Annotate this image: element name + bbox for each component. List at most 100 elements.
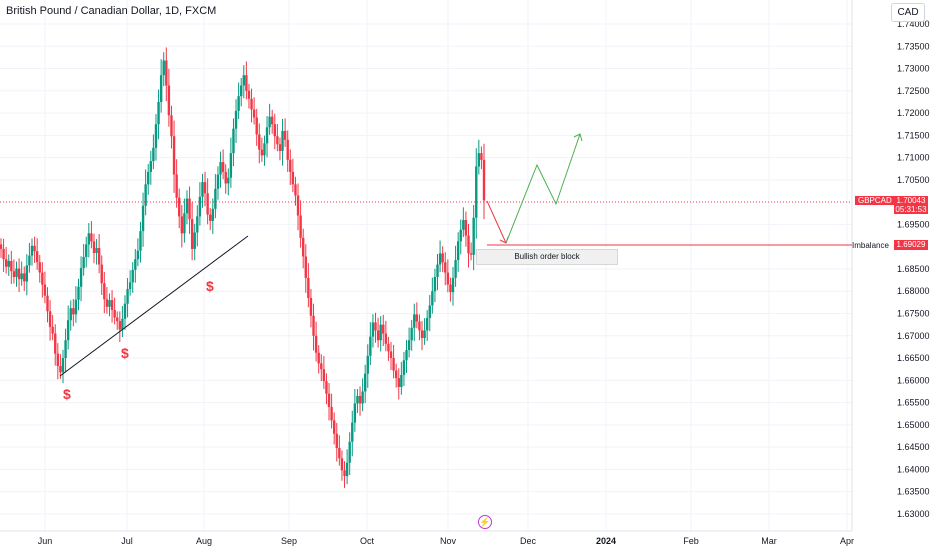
candle-body: [92, 241, 96, 253]
candle-body: [190, 219, 194, 249]
x-tick-label: Jul: [121, 536, 133, 546]
candle-body: [384, 333, 388, 344]
candle-body: [477, 153, 481, 167]
y-tick-label: 1.72000: [897, 108, 930, 118]
candle-body: [23, 273, 26, 282]
candle-body: [382, 324, 385, 334]
candle-body: [17, 268, 21, 280]
candle-body: [128, 282, 132, 290]
candle-body: [147, 171, 150, 185]
candle-body: [265, 127, 269, 144]
candle-body: [61, 358, 65, 373]
candle-body: [56, 353, 60, 367]
candle-body: [162, 60, 165, 76]
liquidity-marker: $: [206, 278, 214, 294]
candle-body: [77, 286, 80, 300]
candle-body: [116, 317, 119, 322]
candle-body: [219, 162, 222, 175]
candle-body: [108, 300, 111, 307]
candle-body: [180, 216, 184, 234]
candle-body: [30, 245, 34, 256]
trendline[interactable]: [59, 235, 249, 377]
candle-body: [317, 352, 320, 364]
candle-body: [123, 303, 127, 319]
candle-body: [307, 277, 310, 298]
lightning-icon[interactable]: ⚡: [478, 515, 492, 529]
candle-body: [312, 315, 315, 336]
x-tick-label: Mar: [761, 536, 777, 546]
projection-down-path[interactable]: [486, 200, 507, 244]
candle-body: [175, 174, 178, 198]
candle-body: [335, 433, 338, 449]
candle-body: [247, 90, 251, 99]
candle-body: [196, 216, 199, 233]
candle-body: [420, 330, 424, 339]
candle-body: [198, 196, 202, 217]
candle-body: [330, 407, 333, 421]
candle-body: [459, 229, 462, 242]
candle-body: [268, 116, 271, 128]
candle-body: [206, 193, 209, 215]
candle-body: [392, 358, 395, 371]
x-tick-label: Apr: [840, 536, 854, 546]
candle-body: [400, 374, 403, 388]
candle-body: [20, 273, 23, 280]
candle-body: [423, 330, 426, 339]
candle-body: [149, 161, 153, 172]
candle-body: [229, 153, 233, 178]
candle-body: [43, 284, 47, 296]
candle-body: [12, 271, 16, 277]
candle-body: [0, 244, 3, 249]
candle-body: [376, 330, 380, 341]
candle-body: [296, 195, 300, 216]
currency-selector[interactable]: CAD: [891, 3, 925, 22]
candle-body: [325, 381, 328, 394]
candle-body: [41, 272, 44, 285]
candle-body: [431, 291, 434, 306]
candle-body: [405, 350, 408, 361]
x-tick-label: Nov: [440, 536, 457, 546]
y-tick-label: 1.66500: [897, 353, 930, 363]
candle-body: [348, 441, 351, 463]
x-tick-label: Dec: [520, 536, 537, 546]
candle-body: [74, 299, 78, 315]
candle-body: [332, 420, 336, 434]
candle-body: [428, 305, 431, 318]
candle-body: [304, 256, 307, 278]
candle-body: [159, 75, 163, 102]
liquidity-marker: $: [121, 345, 129, 361]
candle-body: [314, 335, 318, 353]
last-price-label: 1.70043: [894, 196, 928, 205]
candle-body: [289, 159, 292, 172]
y-tick-label: 1.66000: [897, 375, 930, 385]
candle-body: [33, 245, 36, 252]
candle-body: [418, 321, 421, 331]
candle-body: [301, 237, 305, 257]
candle-body: [4, 259, 8, 267]
candle-body: [95, 248, 98, 253]
y-tick-label: 1.73500: [897, 41, 930, 51]
y-tick-label: 1.68000: [897, 286, 930, 296]
y-tick-label: 1.70500: [897, 175, 930, 185]
candle-body: [139, 231, 142, 251]
candle-body: [340, 458, 344, 471]
candle-body: [299, 215, 302, 238]
x-axis: Jun Jul Aug Sep Oct Nov Dec 2024 Feb Mar Apr: [38, 536, 854, 546]
candle-body: [85, 244, 88, 257]
candle-body: [103, 283, 106, 300]
candle-body: [358, 395, 362, 404]
y-tick-label: 1.64000: [897, 464, 930, 474]
candle-body: [90, 233, 93, 242]
bar-countdown: 05:31:53: [894, 205, 928, 214]
candle-body: [97, 248, 101, 265]
candle-body: [446, 272, 450, 285]
candle-body: [436, 264, 439, 277]
y-tick-label: 1.73000: [897, 64, 930, 74]
y-tick-label: 1.64500: [897, 442, 930, 452]
candle-body: [250, 98, 253, 110]
projection-up-path[interactable]: [505, 133, 581, 244]
bullish-order-block[interactable]: Bullish order block: [476, 249, 618, 265]
candle-body: [10, 260, 13, 272]
candle-body: [227, 177, 230, 184]
